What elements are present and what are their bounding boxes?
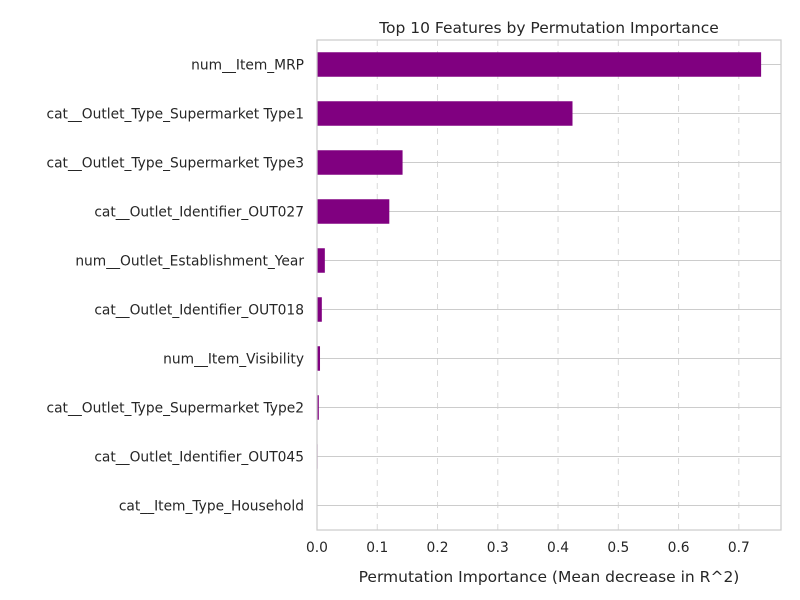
y-tick-label: cat__Outlet_Type_Supermarket Type3: [47, 156, 304, 172]
x-tick-label: 0.7: [728, 540, 750, 556]
y-tick-label: cat__Item_Type_Household: [119, 499, 304, 515]
y-tick-label: num__Item_Visibility: [163, 352, 304, 368]
x-tick-label: 0.4: [547, 540, 569, 556]
y-tick-label: cat__Outlet_Type_Supermarket Type2: [47, 401, 304, 417]
x-tick-labels: 0.0 0.1 0.2 0.3 0.4 0.5 0.6 0.7: [306, 540, 750, 556]
y-tick-label: num__Outlet_Establishment_Year: [75, 254, 304, 270]
x-tick-label: 0.3: [487, 540, 509, 556]
x-axis-label: Permutation Importance (Mean decrease in…: [359, 568, 740, 586]
bar: [317, 150, 403, 175]
bar: [317, 52, 762, 77]
y-tick-labels: num__Item_MRP cat__Outlet_Type_Supermarke…: [47, 58, 305, 515]
bar: [317, 248, 325, 273]
bar: [317, 101, 573, 126]
x-tick-label: 0.5: [607, 540, 629, 556]
y-tick-label: cat__Outlet_Identifier_OUT018: [94, 303, 304, 319]
bar: [317, 199, 390, 224]
x-tick-label: 0.6: [668, 540, 690, 556]
y-tick-label: cat__Outlet_Identifier_OUT045: [94, 450, 304, 466]
chart-title: Top 10 Features by Permutation Importanc…: [378, 19, 719, 37]
bars: [317, 52, 762, 518]
bar: [317, 395, 319, 420]
bar: [317, 346, 321, 371]
x-tick-label: 0.0: [306, 540, 328, 556]
plot-frame: [316, 39, 782, 531]
x-tick-label: 0.2: [427, 540, 449, 556]
y-tick-label: cat__Outlet_Type_Supermarket Type1: [47, 107, 304, 123]
bar: [317, 297, 322, 322]
x-tick-label: 0.1: [366, 540, 388, 556]
y-tick-label: cat__Outlet_Identifier_OUT027: [94, 205, 304, 221]
y-tick-label: num__Item_MRP: [191, 58, 304, 74]
